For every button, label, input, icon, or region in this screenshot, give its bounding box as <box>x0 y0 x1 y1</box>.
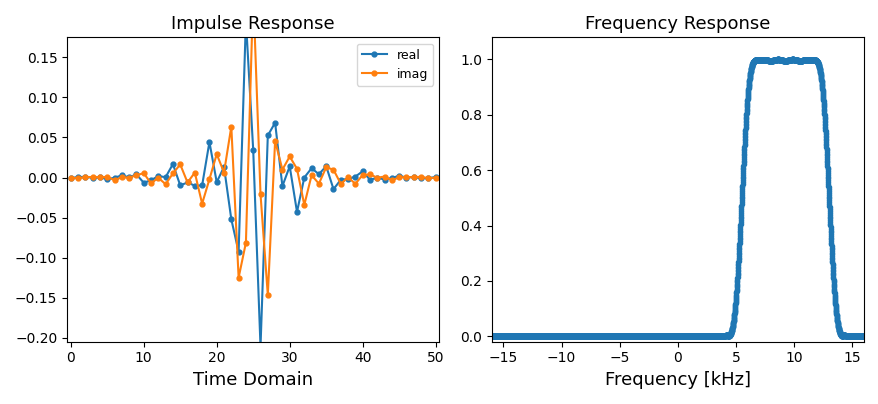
Line: real: real <box>68 18 437 349</box>
imag <box>146 181 156 186</box>
real <box>175 183 185 188</box>
real <box>342 177 353 181</box>
real <box>146 178 156 183</box>
Legend: real, imag: real, imag <box>356 44 433 86</box>
real <box>182 180 192 185</box>
imag <box>182 180 192 185</box>
real <box>65 175 76 180</box>
imag <box>175 162 185 167</box>
X-axis label: Frequency [kHz]: Frequency [kHz] <box>604 371 750 389</box>
real <box>320 164 331 168</box>
imag <box>422 176 433 181</box>
imag <box>320 165 331 170</box>
imag <box>263 292 273 297</box>
imag <box>65 175 76 180</box>
Line: imag: imag <box>68 0 437 297</box>
imag <box>342 175 353 180</box>
real <box>422 175 433 180</box>
Title: Impulse Response: Impulse Response <box>171 15 335 33</box>
real <box>255 345 265 349</box>
real <box>430 175 441 180</box>
real <box>241 18 251 23</box>
X-axis label: Time Domain: Time Domain <box>193 371 313 389</box>
Title: Frequency Response: Frequency Response <box>585 15 770 33</box>
imag <box>430 175 441 180</box>
